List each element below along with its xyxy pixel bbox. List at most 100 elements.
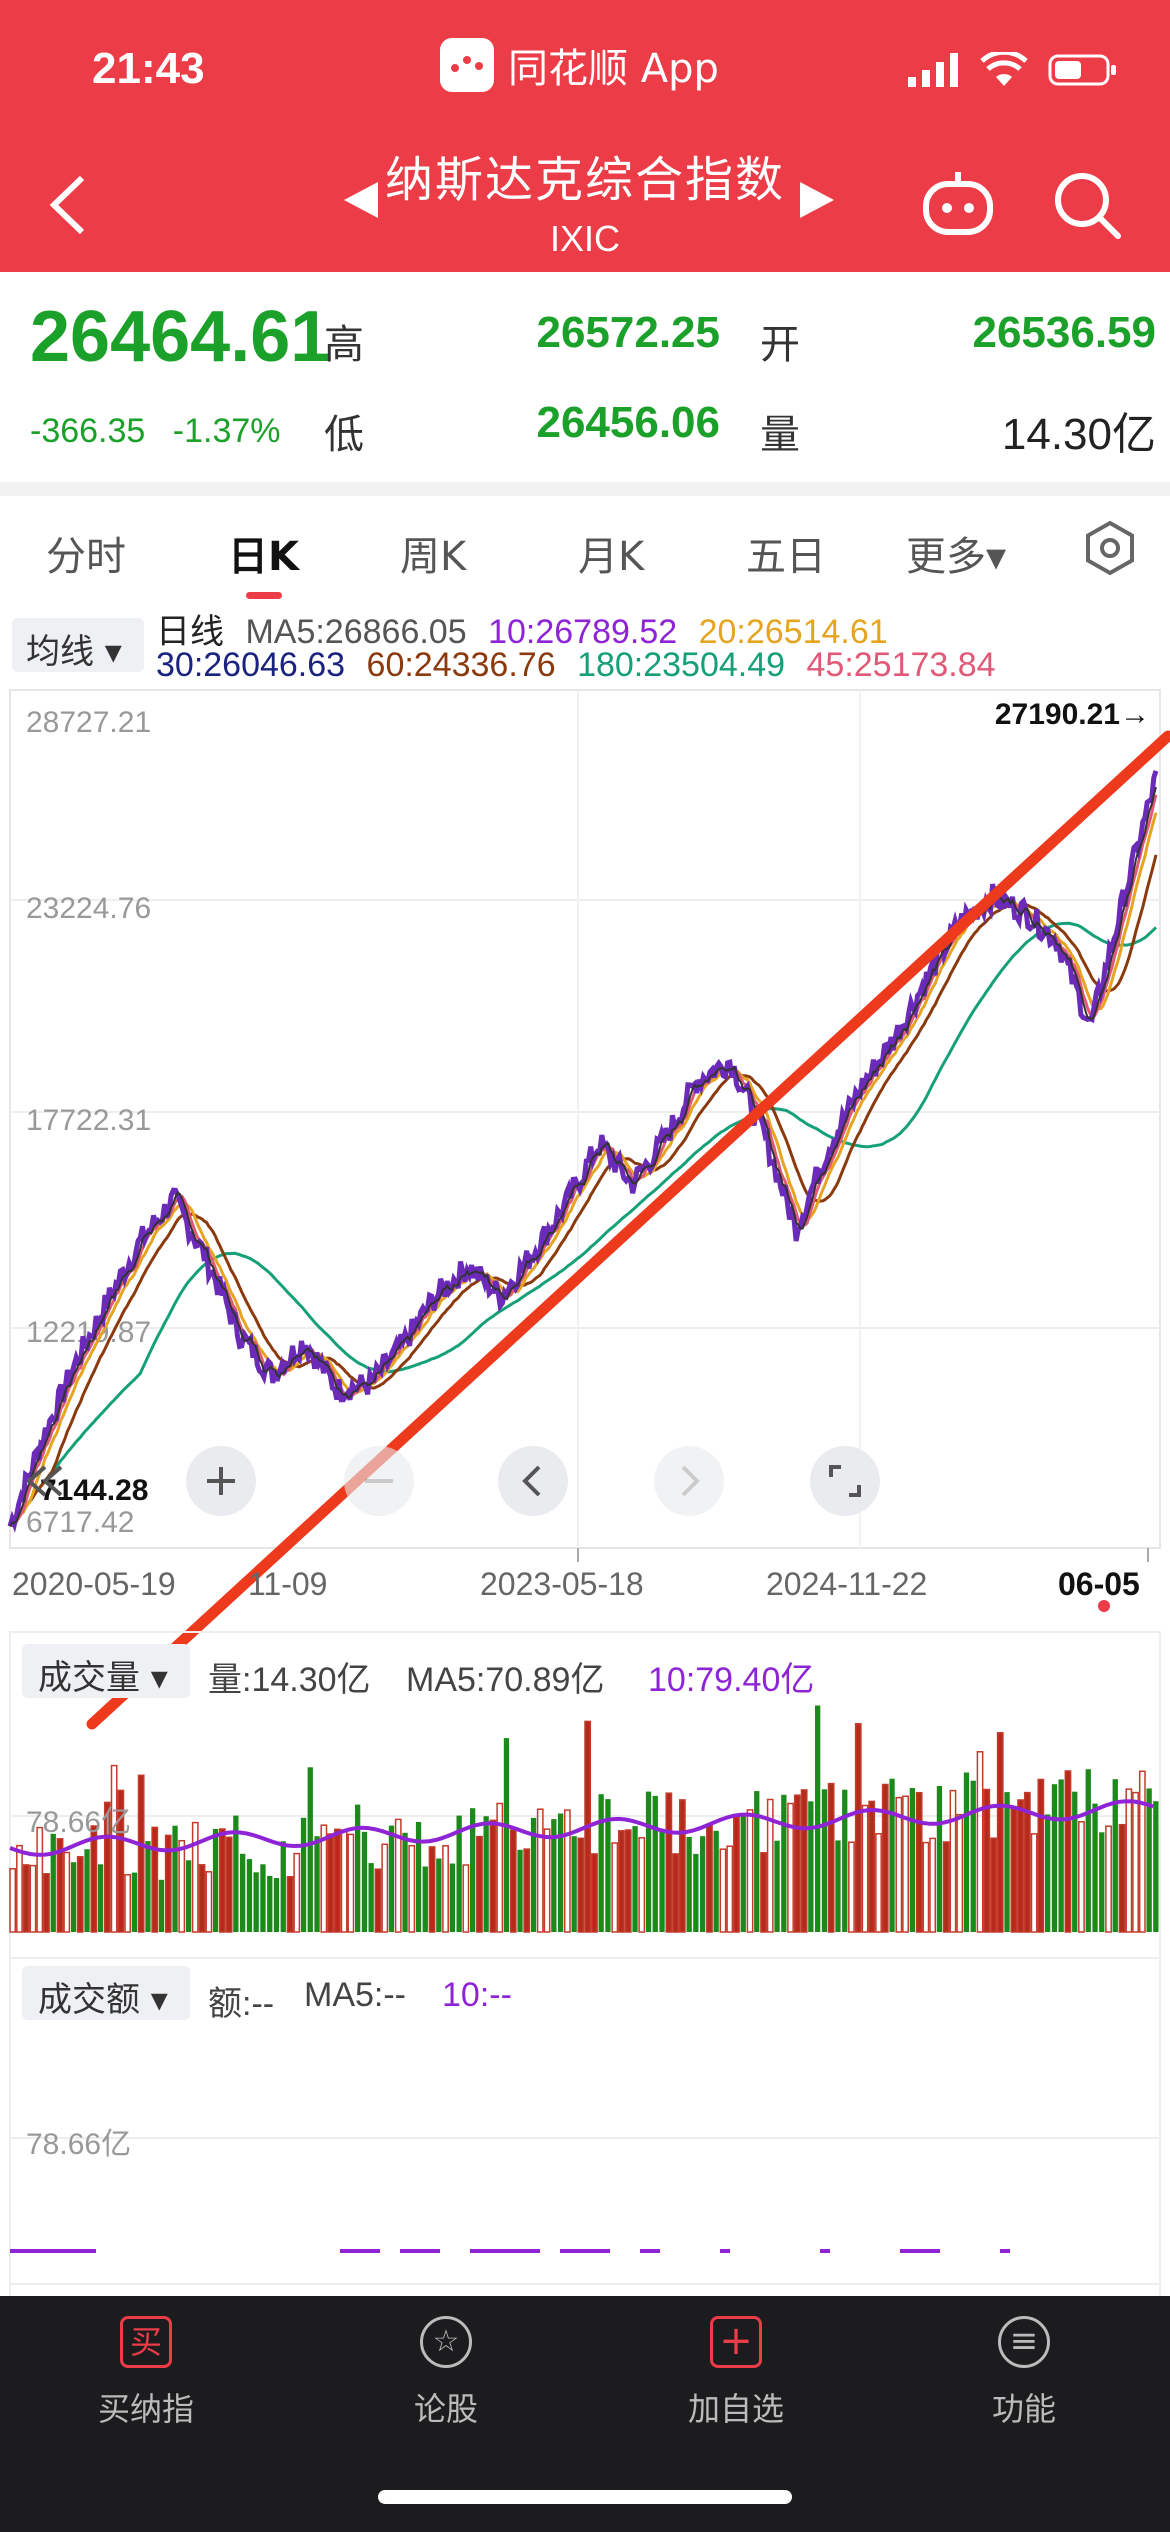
- active-tab-indicator: [246, 592, 282, 599]
- chevron-right-icon: [681, 1465, 700, 1497]
- volume-bar: [361, 1831, 368, 1932]
- scroll-right-button[interactable]: [654, 1446, 724, 1516]
- volume-bar: [808, 1801, 814, 1932]
- volume-bar: [43, 1873, 50, 1933]
- volume-bar: [571, 1836, 577, 1932]
- volume-bar: [536, 1808, 544, 1933]
- chart-frame: [9, 689, 1161, 1549]
- amount-ma5-label: MA5:--: [304, 1976, 406, 2014]
- volume-bar: [368, 1863, 374, 1932]
- amount-ma10-label: 10:--: [442, 1976, 512, 2014]
- buy-icon: 买: [120, 2316, 172, 2368]
- volume-bar: [1112, 1779, 1118, 1932]
- volume-bar: [706, 1823, 713, 1933]
- volume-bar: [563, 1809, 571, 1933]
- volume-bar: [1078, 1821, 1085, 1933]
- y-label: 23224.76: [26, 892, 151, 925]
- scroll-left-button[interactable]: [498, 1446, 568, 1516]
- volume-bar: [496, 1802, 504, 1933]
- ma180-value: 180:23504.49: [577, 646, 786, 684]
- volume-bar: [422, 1866, 428, 1932]
- app-indicator: 同花顺 App: [440, 36, 719, 94]
- tab-daily-k[interactable]: 日K: [228, 534, 299, 580]
- home-indicator: [378, 2490, 792, 2504]
- functions-button[interactable]: ≡ 功能: [934, 2316, 1114, 2430]
- volume-bar: [388, 1825, 395, 1932]
- y-label: 6717.42: [26, 1506, 134, 1539]
- volume-bar: [970, 1780, 976, 1932]
- volume-bar: [1153, 1801, 1159, 1932]
- volume-bar: [340, 1829, 348, 1933]
- tab-intraday[interactable]: 分时: [46, 534, 126, 580]
- amount-indicator-selector[interactable]: 成交额 ▾: [22, 1966, 190, 2020]
- bottom-label: 买纳指: [97, 2390, 194, 2428]
- volume-value-label: 量:14.30亿: [208, 1661, 371, 1699]
- volume-bar: [381, 1843, 389, 1933]
- tab-weekly-k[interactable]: 周K: [400, 534, 467, 580]
- volume-bar: [1045, 1814, 1051, 1932]
- high-value: 26572.25: [536, 308, 720, 357]
- discuss-button[interactable]: ☆ 论股: [356, 2316, 536, 2430]
- volume-bar: [632, 1826, 638, 1932]
- volume-bar: [557, 1813, 564, 1932]
- volume-indicator-selector[interactable]: 成交量 ▾: [22, 1644, 190, 1698]
- volume-bar: [462, 1864, 470, 1933]
- collapse-left-button[interactable]: [12, 1446, 82, 1516]
- volume-bar: [470, 1808, 476, 1932]
- volume-bar: [815, 1705, 821, 1932]
- volume-bar: [1092, 1803, 1098, 1932]
- buy-nasdaq-button[interactable]: 买 买纳指: [56, 2316, 236, 2430]
- volume-bar: [766, 1798, 774, 1933]
- kline-chart[interactable]: 28727.21 23224.76 17722.31 12219.87 6717…: [0, 680, 1170, 2300]
- ma60-value: 60:24336.76: [366, 646, 556, 684]
- volume-bar: [137, 1774, 145, 1933]
- volume-bar: [929, 1837, 937, 1933]
- volume-bar: [246, 1859, 253, 1932]
- volume-bar: [22, 1864, 30, 1933]
- volume-bar: [1051, 1784, 1058, 1932]
- fullscreen-button[interactable]: [810, 1446, 880, 1516]
- back-icon[interactable]: [44, 170, 94, 240]
- volume-bar: [218, 1828, 226, 1933]
- app-icon: [440, 38, 494, 92]
- search-icon[interactable]: [1052, 170, 1122, 240]
- volume-bar: [740, 1815, 746, 1932]
- tab-five-day[interactable]: 五日: [746, 534, 826, 580]
- ma-type: 日线: [156, 613, 224, 651]
- add-watchlist-button[interactable]: + 加自选: [646, 2316, 826, 2430]
- volume-bar: [103, 1801, 111, 1933]
- volume-bar: [659, 1829, 665, 1932]
- settings-icon[interactable]: [1082, 520, 1138, 576]
- minus-icon: [365, 1479, 393, 1483]
- volume-bar: [191, 1821, 199, 1933]
- volume-bar: [848, 1841, 855, 1933]
- volume-bar: [793, 1794, 801, 1933]
- volume-bar: [1010, 1807, 1018, 1933]
- volume-bar: [963, 1772, 970, 1932]
- volume-bar: [50, 1833, 56, 1932]
- volume-bar: [1146, 1788, 1152, 1932]
- volume-bar: [267, 1875, 273, 1932]
- volume-bar: [726, 1845, 734, 1933]
- zoom-in-button[interactable]: [186, 1446, 256, 1516]
- prev-index-icon[interactable]: [344, 182, 378, 218]
- current-date-dot: [1098, 1600, 1110, 1612]
- volume-bar: [1085, 1769, 1091, 1932]
- zoom-out-button[interactable]: [344, 1446, 414, 1516]
- tab-monthly-k[interactable]: 月K: [578, 534, 645, 580]
- volume-bar: [90, 1825, 98, 1933]
- robot-assistant-icon[interactable]: [918, 170, 998, 240]
- tab-more[interactable]: 更多▾: [906, 534, 1007, 580]
- volume-bar: [402, 1832, 408, 1932]
- next-index-icon[interactable]: [800, 182, 834, 218]
- volume-bar: [754, 1791, 760, 1932]
- volume-bar: [1138, 1770, 1146, 1933]
- indicator-selector[interactable]: 均线 ▾: [12, 618, 144, 672]
- volume-bar: [1105, 1825, 1112, 1933]
- volume-bar: [300, 1817, 307, 1932]
- bottom-label: 论股: [413, 2390, 478, 2428]
- volume-bar: [976, 1751, 984, 1933]
- volume-bar: [178, 1839, 186, 1933]
- volume-bar: [1058, 1779, 1064, 1932]
- volume-label: 量: [760, 412, 800, 458]
